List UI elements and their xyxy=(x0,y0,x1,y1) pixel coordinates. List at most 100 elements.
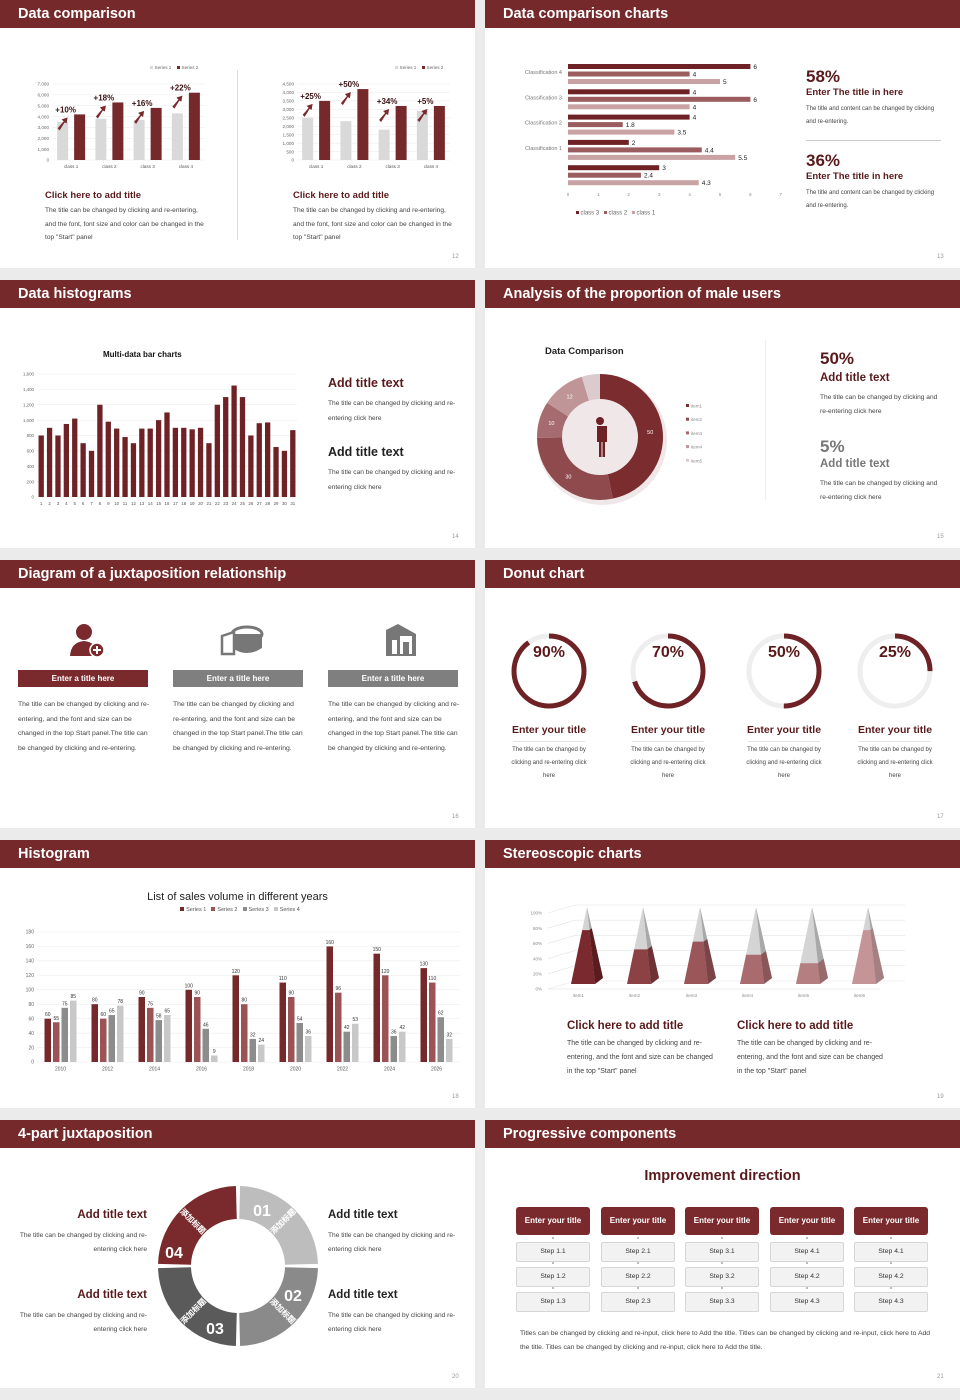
column-body[interactable]: The title can be changed by clicking and… xyxy=(328,701,460,752)
right-body[interactable]: The title can be changed by clicking and… xyxy=(293,207,452,241)
item-heading[interactable]: Add title text xyxy=(328,1209,398,1221)
item-body[interactable]: The title can be changed by clicking and… xyxy=(19,1232,147,1253)
page-number: 20 xyxy=(452,1374,459,1380)
building-chart-icon xyxy=(386,624,416,656)
legend-label: Series 2 xyxy=(217,907,238,913)
stat-heading[interactable]: Add title text xyxy=(820,458,890,470)
stat-body[interactable]: The title can be changed by clicking and… xyxy=(820,394,938,415)
user-add-icon xyxy=(70,624,105,658)
divider xyxy=(237,70,238,240)
divider xyxy=(765,340,766,500)
item-heading[interactable]: Click here to add title xyxy=(737,1020,854,1032)
column-title-button[interactable]: Enter your title xyxy=(854,1207,928,1235)
stat-body[interactable]: The title can be changed by clicking and… xyxy=(820,480,938,501)
slide-title: Data histograms xyxy=(18,286,132,302)
ring-heading[interactable]: Enter your title xyxy=(511,724,587,736)
item-body[interactable]: The title can be changed by clicking and… xyxy=(328,469,456,491)
page-number: 14 xyxy=(452,534,459,540)
step-box[interactable]: Step 4.2 xyxy=(770,1267,844,1287)
slide-title: Stereoscopic charts xyxy=(503,846,642,862)
slide-header: Data histograms xyxy=(0,280,475,308)
connector-dot xyxy=(637,1262,639,1264)
item-body[interactable]: The title can be changed by clicking and… xyxy=(567,1040,713,1075)
slide-header: Data comparison charts xyxy=(485,0,960,28)
connector-dot xyxy=(890,1287,892,1289)
item-heading[interactable]: Click here to add title xyxy=(567,1020,684,1032)
item-heading[interactable]: Add title text xyxy=(328,1289,398,1301)
stat-value: 50% xyxy=(820,349,855,368)
slide-12: Data comparison Click here to add title … xyxy=(0,0,475,268)
slide-title: Analysis of the proportion of male users xyxy=(503,286,781,302)
item-heading[interactable]: Add title text xyxy=(328,376,404,390)
column-title-button[interactable]: Enter your title xyxy=(601,1207,675,1235)
stat-body[interactable]: The title and content can be changed by … xyxy=(806,106,935,125)
item-body[interactable]: The title can be changed by clicking and… xyxy=(328,1312,456,1333)
step-box[interactable]: Step 4.3 xyxy=(854,1292,928,1312)
chart-title: List of sales volume in different years xyxy=(147,891,328,903)
item-body[interactable]: The title can be changed by clicking and… xyxy=(328,400,456,422)
step-box[interactable]: Step 4.3 xyxy=(770,1292,844,1312)
item-heading[interactable]: Add title text xyxy=(328,445,404,459)
step-box[interactable]: Step 3.3 xyxy=(685,1292,759,1312)
left-heading[interactable]: Click here to add title xyxy=(45,190,142,201)
column-body[interactable]: The title can be changed by clicking and… xyxy=(173,701,303,752)
chart-legend: Series 1 Series 2 Series 3 Series 4 xyxy=(0,907,475,913)
item-body[interactable]: The title can be changed by clicking and… xyxy=(737,1040,883,1075)
ring-heading[interactable]: Enter your title xyxy=(746,724,822,736)
legend-label: Series 3 xyxy=(248,907,269,913)
stat-heading[interactable]: Enter The title in here xyxy=(806,87,904,98)
stat-body[interactable]: The title and content can be changed by … xyxy=(806,190,935,209)
ring-body[interactable]: The title can be changed by clicking and… xyxy=(746,747,822,779)
column-title-bar[interactable]: Enter a title here xyxy=(18,670,148,687)
step-box[interactable]: Step 4.1 xyxy=(854,1242,928,1262)
step-box[interactable]: Step 4.2 xyxy=(854,1267,928,1287)
item-body[interactable]: The title can be changed by clicking and… xyxy=(328,1232,456,1253)
divider xyxy=(806,140,941,141)
item-heading[interactable]: Add title text xyxy=(77,1289,147,1301)
slide-header: 4-part juxtaposition xyxy=(0,1120,475,1148)
step-box[interactable]: Step 1.3 xyxy=(516,1292,590,1312)
footer-text[interactable]: Titles can be changed by clicking and re… xyxy=(520,1330,931,1351)
left-body[interactable]: The title can be changed by clicking and… xyxy=(45,207,204,241)
step-box[interactable]: Step 1.2 xyxy=(516,1267,590,1287)
column-title-button[interactable]: Enter your title xyxy=(685,1207,759,1235)
step-box[interactable]: Step 1.1 xyxy=(516,1242,590,1262)
page-number: 17 xyxy=(937,814,944,820)
step-box[interactable]: Step 4.1 xyxy=(770,1242,844,1262)
column-title-button[interactable]: Enter your title xyxy=(516,1207,590,1235)
step-box[interactable]: Step 2.1 xyxy=(601,1242,675,1262)
divider xyxy=(748,741,820,742)
column-title-bar[interactable]: Enter a title here xyxy=(328,670,458,687)
ring-heading[interactable]: Enter your title xyxy=(630,724,706,736)
column-title-button[interactable]: Enter your title xyxy=(770,1207,844,1235)
step-box[interactable]: Step 3.1 xyxy=(685,1242,759,1262)
slide-19: Stereoscopic charts Click here to add ti… xyxy=(485,840,960,1108)
ring-heading[interactable]: Enter your title xyxy=(857,724,933,736)
ring-body[interactable]: The title can be changed by clicking and… xyxy=(857,747,933,779)
stat-heading[interactable]: Enter The title in here xyxy=(806,171,904,182)
step-box[interactable]: Step 2.3 xyxy=(601,1292,675,1312)
chart-title: Multi-data bar charts xyxy=(103,350,182,359)
divider xyxy=(859,741,931,742)
stat-value: 58% xyxy=(806,67,841,86)
connector-dot xyxy=(806,1287,808,1289)
right-heading[interactable]: Click here to add title xyxy=(293,190,390,201)
legend-swatch xyxy=(273,907,278,911)
item-body[interactable]: The title can be changed by clicking and… xyxy=(19,1312,147,1333)
stat-heading[interactable]: Add title text xyxy=(820,372,890,384)
slide-header: Donut chart xyxy=(485,560,960,588)
item-heading[interactable]: Add title text xyxy=(77,1209,147,1221)
step-box[interactable]: Step 3.2 xyxy=(685,1267,759,1287)
connector-dot xyxy=(637,1287,639,1289)
column-body[interactable]: The title can be changed by clicking and… xyxy=(18,701,150,752)
slide-title: Data comparison xyxy=(18,6,136,22)
step-box[interactable]: Step 2.2 xyxy=(601,1267,675,1287)
slide-title: Progressive components xyxy=(503,1126,677,1142)
page-number: 13 xyxy=(937,254,944,260)
column-title-bar[interactable]: Enter a title here xyxy=(173,670,303,687)
slide-title: 4-part juxtaposition xyxy=(18,1126,153,1142)
ring-body[interactable]: The title can be changed by clicking and… xyxy=(630,747,706,779)
chart-title: Data Comparison xyxy=(545,346,624,357)
page-number: 18 xyxy=(452,1094,459,1100)
ring-body[interactable]: The title can be changed by clicking and… xyxy=(511,747,587,779)
